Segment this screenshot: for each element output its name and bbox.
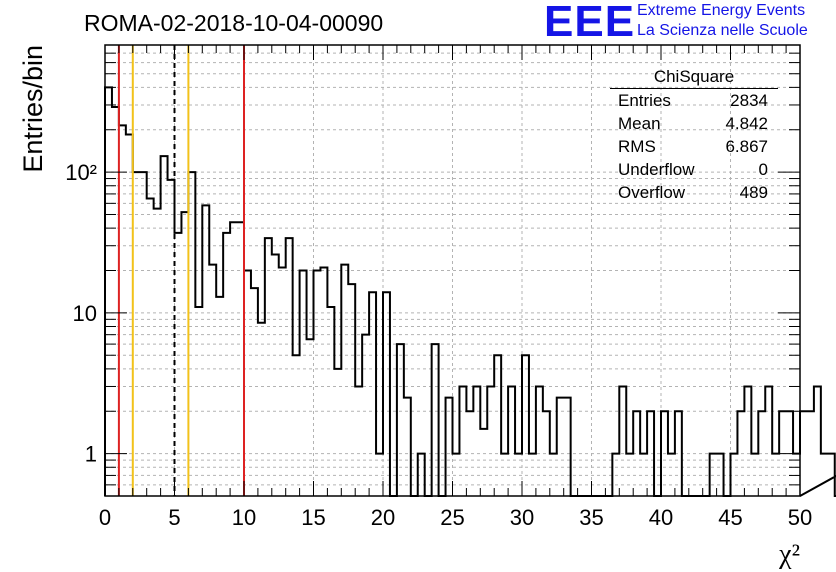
logo-tagline-2: La Scienza nelle Scuole (637, 22, 808, 39)
histogram-bins (104, 86, 836, 497)
y-tick-label: 1 (85, 442, 97, 467)
stats-label: Mean (618, 114, 661, 133)
eee-logo: EEE (544, 0, 636, 46)
stats-label: Entries (618, 91, 671, 110)
grid-lines (105, 45, 800, 496)
stats-value: 4.842 (725, 114, 768, 133)
x-tick-label: 35 (579, 505, 603, 530)
logo-tagline-1: Extreme Energy Events (637, 2, 806, 19)
stats-row-rms: RMS 6.867 (610, 135, 778, 158)
histogram-outline (104, 86, 836, 497)
stats-row-entries: Entries 2834 (610, 89, 778, 112)
stats-label: Overflow (618, 183, 686, 202)
stats-value: 0 (758, 160, 768, 179)
x-tick-label: 45 (718, 505, 742, 530)
x-tick-label: 0 (99, 505, 111, 530)
x-tick-label: 20 (371, 505, 395, 530)
axes: 0 5 10 15 20 25 30 35 40 45 50 1 10 10² χ² Entries/bin (18, 44, 812, 570)
x-tick-label: 30 (510, 505, 534, 530)
x-tick-label: 40 (649, 505, 673, 530)
x-tick-label: 15 (301, 505, 325, 530)
chart-title: ROMA-02-2018-10-04-00090 (84, 10, 384, 36)
stats-row-mean: Mean 4.842 (610, 112, 778, 135)
threshold-lines (117, 45, 245, 496)
stats-row-overflow: Overflow 489 (610, 181, 778, 204)
y-tick-label: 10² (65, 160, 97, 185)
x-axis-label: χ² (778, 539, 800, 570)
y-axis-label: Entries/bin (18, 45, 48, 173)
stats-box-title: ChiSquare (610, 66, 778, 89)
stats-row-underflow: Underflow 0 (610, 158, 778, 181)
stats-value: 6.867 (725, 137, 768, 156)
stats-value: 2834 (730, 91, 768, 110)
stats-box: ChiSquare Entries 2834 Mean 4.842 RMS 6.… (610, 66, 778, 204)
stats-value: 489 (739, 183, 768, 202)
x-tick-label: 5 (168, 505, 180, 530)
x-tick-label: 25 (440, 505, 464, 530)
stats-label: Underflow (618, 160, 695, 179)
y-tick-label: 10 (73, 301, 97, 326)
x-tick-label: 10 (232, 505, 256, 530)
x-tick-label: 50 (788, 505, 812, 530)
stats-label: RMS (618, 137, 656, 156)
